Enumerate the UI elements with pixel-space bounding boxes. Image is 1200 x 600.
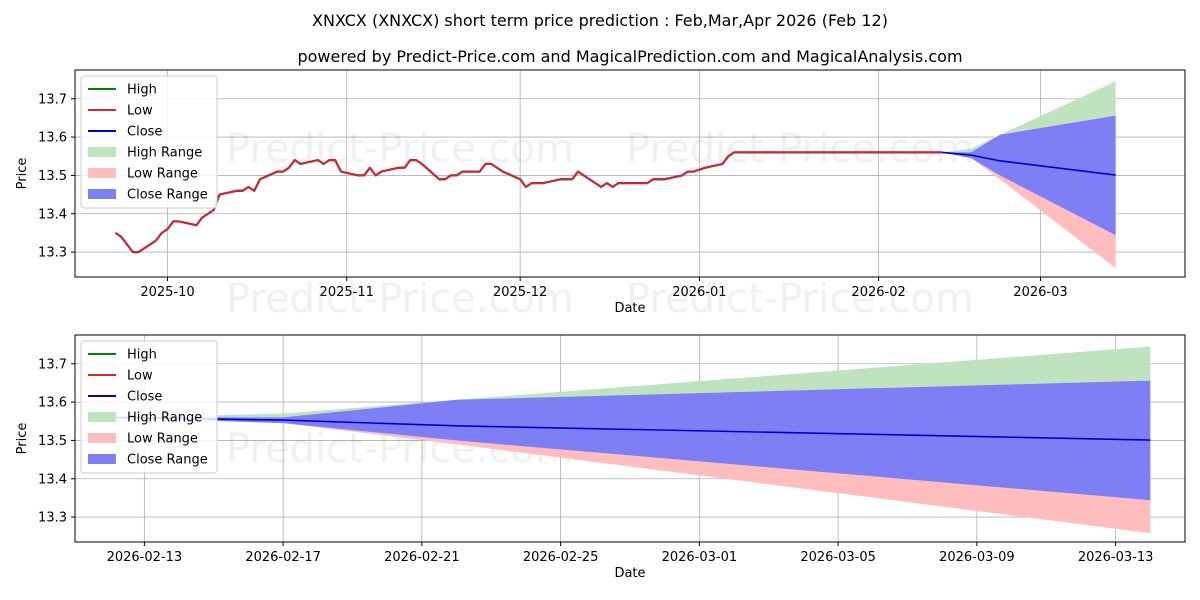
legend-label-p1-2: Close	[127, 390, 162, 405]
legend-label-p0-4: Low Range	[127, 167, 198, 182]
legend-label-p1-5: Close Range	[127, 453, 208, 468]
y-tick-label-p1-0: 13.3	[38, 511, 67, 526]
legend-swatch-p1-3	[88, 412, 116, 422]
close-range-band-p0	[942, 115, 1116, 236]
y-axis-label-p1: Price	[15, 423, 30, 455]
x-tick-label-p0-3: 2026-01	[672, 285, 726, 300]
x-tick-label-p1-4: 2026-03-01	[662, 550, 738, 565]
watermark-p0-0: Predict-Price.com	[226, 126, 574, 172]
legend-label-p1-4: Low Range	[127, 432, 198, 447]
x-tick-label-p0-0: 2025-10	[140, 285, 194, 300]
close-range-band-p1	[109, 380, 1151, 501]
y-tick-label-p0-4: 13.7	[38, 92, 67, 107]
x-tick-label-p1-2: 2026-02-21	[384, 550, 460, 565]
legend-label-p0-3: High Range	[127, 146, 202, 161]
watermark-p0-2: Predict-Price.com	[226, 276, 574, 322]
x-tick-label-p1-0: 2026-02-13	[107, 550, 183, 565]
axes-frame-p0	[74, 69, 1186, 278]
y-tick-label-p1-1: 13.4	[38, 472, 67, 487]
watermark-p0-3: Predict-Price.com	[626, 276, 974, 322]
close-forecast-line-p0	[942, 151, 1116, 176]
y-tick-label-p0-2: 13.5	[38, 169, 67, 184]
y-tick-label-p0-0: 13.3	[38, 246, 67, 261]
legend-swatch-p1-4	[88, 433, 116, 443]
x-tick-label-p1-5: 2026-03-05	[800, 550, 876, 565]
y-tick-label-p1-2: 13.5	[38, 434, 67, 449]
series-p1	[109, 346, 1151, 534]
legend-p0: High Low Close High Range Low Range Close Ran…	[80, 75, 218, 209]
x-axis-label-p1: Date	[614, 566, 645, 581]
low-line-p0	[114, 151, 943, 254]
bottom-plot-zoomed-forecast: Predict-Price.comPredict-Price.com2026-0…	[15, 334, 1186, 581]
legend-swatch-p0-3	[88, 147, 116, 157]
x-tick-label-p1-6: 2026-03-09	[939, 550, 1015, 565]
legend-label-p1-3: High Range	[127, 411, 202, 426]
legend-label-p0-2: Close	[127, 125, 162, 140]
x-tick-label-p0-5: 2026-03	[1013, 285, 1067, 300]
legend-swatch-p0-4	[88, 168, 116, 178]
legend-label-p0-0: High	[127, 83, 157, 98]
top-plot-short-term: Predict-Price.com Predict-Price.com Predic…	[15, 69, 1186, 322]
y-tick-label-p0-1: 13.4	[38, 207, 67, 222]
watermark-p0-1: Predict-Price.com	[626, 126, 974, 172]
legend-swatch-p1-5	[88, 454, 116, 464]
x-tick-label-p1-1: 2026-02-17	[245, 550, 321, 565]
x-tick-label-p1-7: 2026-03-13	[1078, 550, 1154, 565]
series-p0	[114, 81, 1116, 269]
y-axis-label-p0: Price	[15, 158, 30, 190]
x-tick-label-p1-3: 2026-02-25	[523, 550, 599, 565]
x-axis-label-p0: Date	[614, 301, 645, 316]
x-tick-label-p0-4: 2026-02	[851, 285, 905, 300]
chart-title: XNXCX (XNXCX) short term price predictio…	[312, 11, 888, 30]
x-tick-label-p0-2: 2025-12	[493, 285, 547, 300]
legend-label-p0-5: Close Range	[127, 188, 208, 203]
y-tick-label-p1-4: 13.7	[38, 357, 67, 372]
y-tick-label-p0-3: 13.6	[38, 131, 67, 146]
legend-p1: High Low Close High Range Low Range Close Ran…	[80, 340, 218, 474]
chart-subtitle: powered by Predict-Price.com and Magical…	[297, 47, 962, 66]
legend-swatch-p0-5	[88, 189, 116, 199]
legend-label-p0-1: Low	[127, 104, 153, 119]
x-tick-label-p0-1: 2025-11	[320, 285, 374, 300]
legend-label-p1-0: High	[127, 348, 157, 363]
axes-frame-p1	[74, 334, 1186, 543]
legend-label-p1-1: Low	[127, 369, 153, 384]
y-tick-label-p1-3: 13.6	[38, 396, 67, 411]
